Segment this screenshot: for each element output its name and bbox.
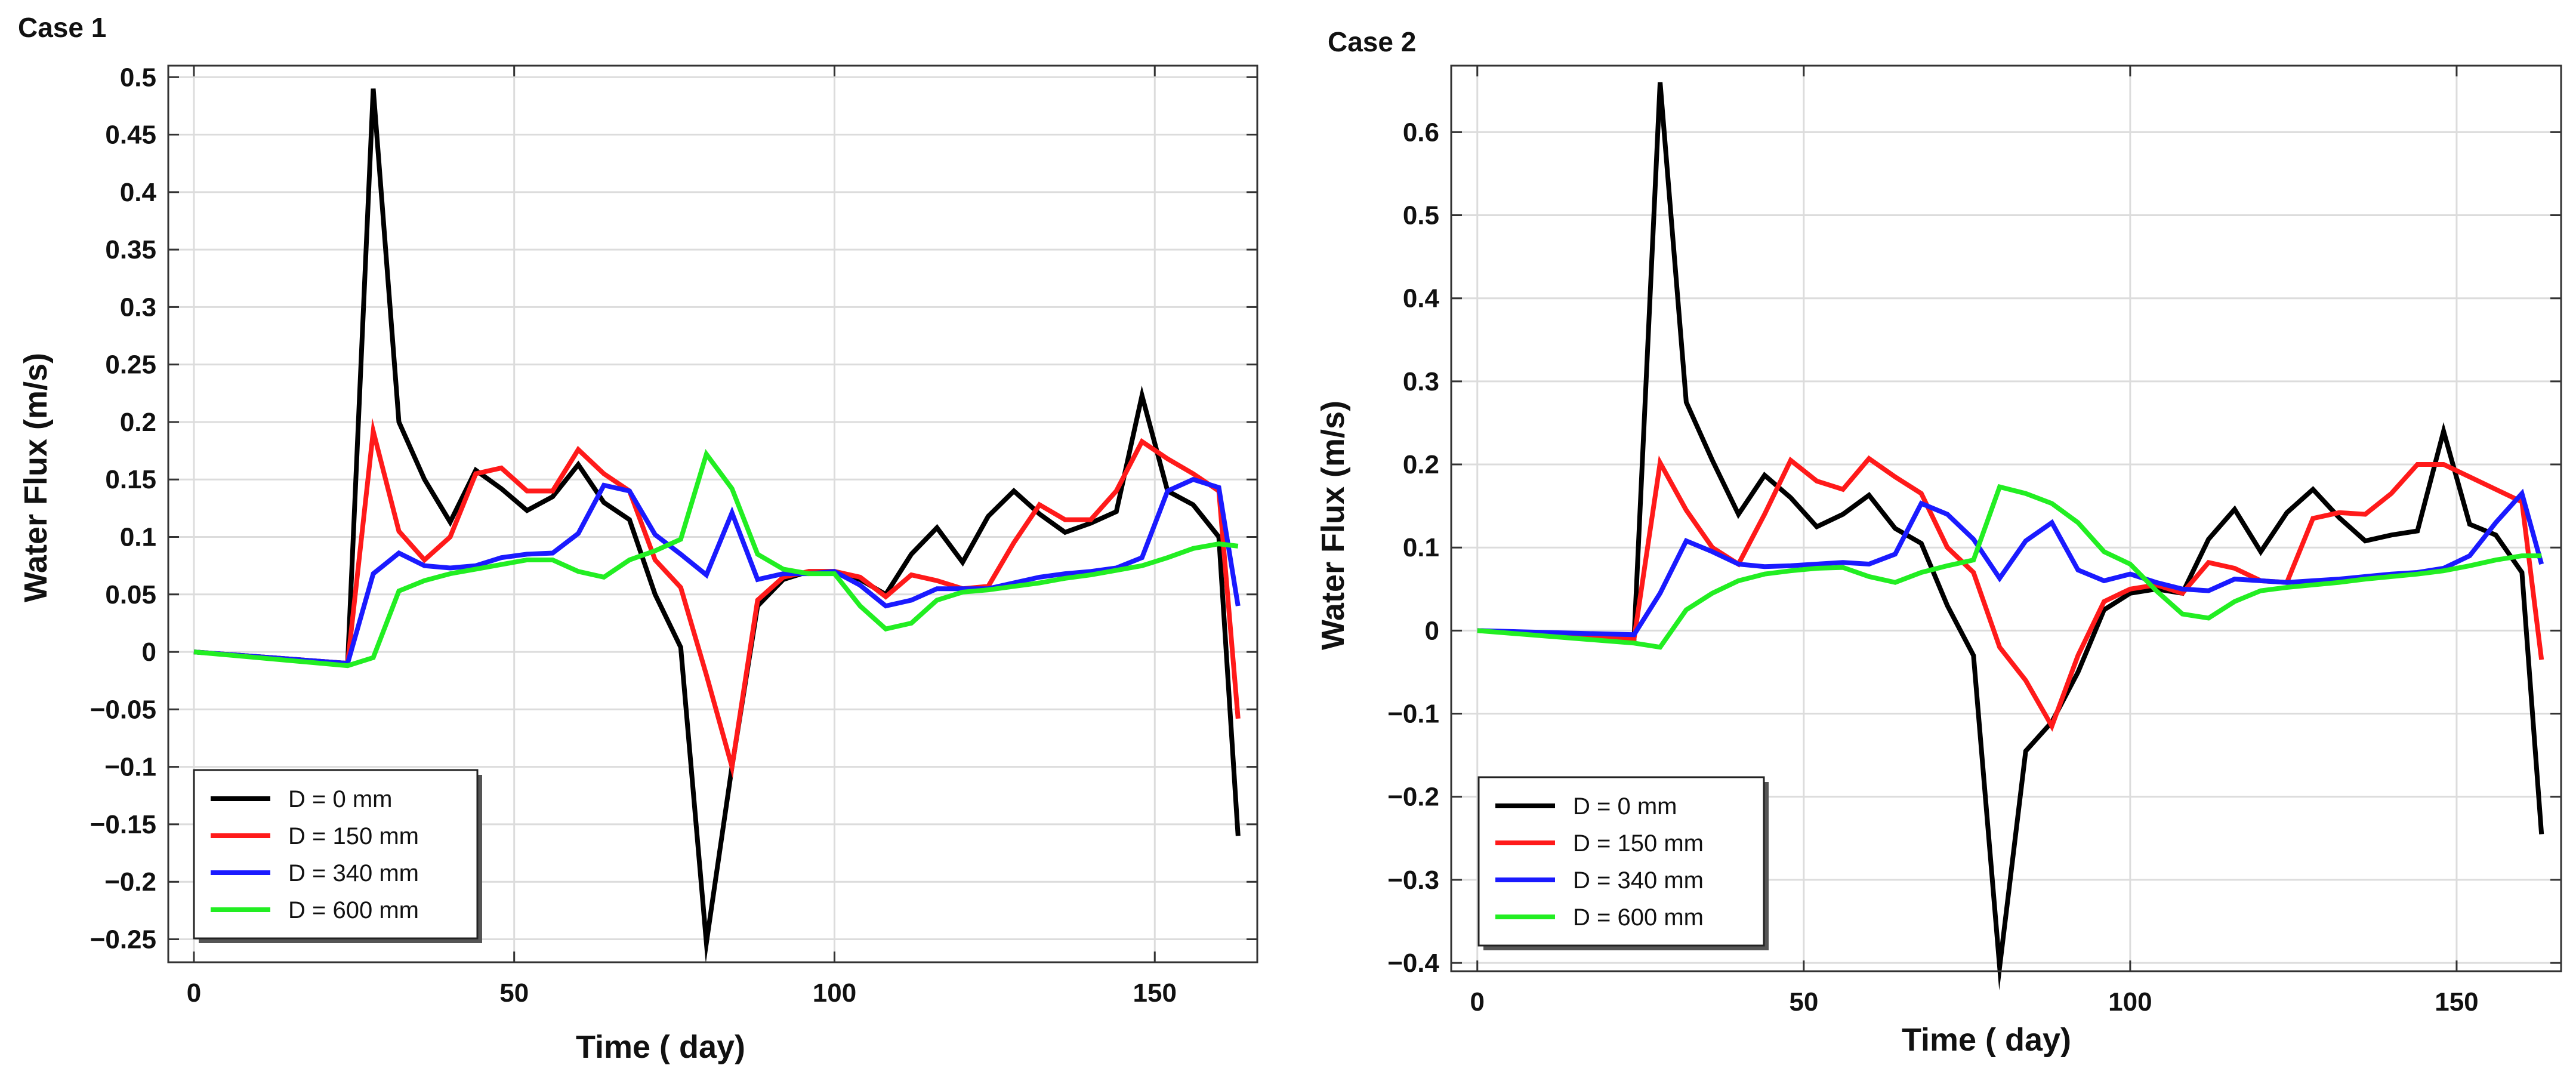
y-tick-label: 0.3 — [1403, 367, 1439, 396]
y-tick-label: −0.05 — [90, 695, 156, 724]
y-tick-label: 0.4 — [1403, 284, 1440, 313]
y-tick-label: 0.1 — [1403, 533, 1439, 562]
x-tick-label: 100 — [813, 978, 856, 1008]
y-tick-label: −0.4 — [1387, 949, 1439, 978]
legend-label: D = 0 mm — [1573, 793, 1677, 820]
y-tick-label: −0.2 — [1387, 783, 1439, 812]
x-axis-label: Time ( day) — [576, 1029, 745, 1065]
chart-title: Case 1 — [18, 12, 106, 43]
y-tick-label: 0.4 — [120, 178, 157, 207]
y-tick-label: −0.1 — [1387, 700, 1439, 729]
x-tick-label: 0 — [1470, 987, 1485, 1017]
plot-frame — [1450, 64, 2562, 972]
x-tick-label: 100 — [2108, 987, 2152, 1017]
legend-label: D = 150 mm — [288, 823, 419, 849]
y-tick-label: 0.35 — [105, 235, 156, 264]
legend-label: D = 340 mm — [288, 860, 419, 886]
x-tick-label: 50 — [1789, 987, 1818, 1017]
series-line-4 — [193, 449, 1239, 669]
y-axis-label: Water Flux (m/s) — [1315, 401, 1351, 650]
series-line-4 — [1477, 484, 2542, 650]
x-tick-label: 50 — [499, 978, 529, 1008]
series-line-2 — [193, 418, 1241, 778]
x-tick-label: 0 — [187, 978, 201, 1008]
x-axis-label: Time ( day) — [1902, 1022, 2071, 1058]
chart-title: Case 2 — [1328, 26, 1416, 57]
series-line-3 — [193, 476, 1241, 666]
y-tick-label: 0.45 — [105, 121, 156, 150]
y-tick-label: −0.3 — [1387, 866, 1439, 895]
legend-label: D = 600 mm — [288, 897, 419, 923]
series-line-3 — [1477, 488, 2544, 638]
y-axis-label: Water Flux (m/s) — [18, 353, 54, 602]
y-tick-label: −0.1 — [104, 753, 156, 782]
y-tick-label: −0.25 — [90, 925, 156, 954]
y-tick-label: 0 — [1425, 616, 1439, 645]
series-line-2 — [1477, 455, 2544, 732]
y-tick-label: 0.5 — [1403, 201, 1439, 230]
plot-frame — [167, 64, 1258, 963]
y-tick-label: 0.3 — [120, 292, 156, 322]
series-line-1 — [1477, 82, 2544, 991]
y-tick-label: 0 — [142, 638, 156, 667]
y-tick-label: 0.5 — [120, 63, 156, 92]
y-tick-label: 0.1 — [120, 523, 156, 552]
y-tick-label: 0.2 — [120, 408, 156, 437]
y-tick-label: −0.2 — [104, 867, 156, 897]
chart-case-2: Case 2 Water Flux (m/s) Time ( day) 0 50 1… — [1315, 26, 2562, 1058]
x-tick-label: 150 — [1133, 978, 1177, 1008]
y-tick-label: −0.15 — [90, 810, 156, 839]
y-tick-label: 0.05 — [105, 580, 156, 609]
legend-label: D = 0 mm — [288, 786, 392, 812]
legend-label: D = 600 mm — [1573, 904, 1704, 931]
legend-label: D = 340 mm — [1573, 867, 1704, 894]
legend-label: D = 150 mm — [1573, 830, 1704, 857]
y-tick-label: 0.25 — [105, 350, 156, 380]
x-tick-label: 150 — [2435, 987, 2478, 1017]
y-tick-label: 0.6 — [1403, 118, 1439, 147]
y-tick-label: 0.2 — [1403, 450, 1439, 479]
y-tick-label: 0.15 — [105, 465, 156, 494]
chart-case-1: Case 1 Water Flux (m/s) Time ( day) 0 50 1… — [18, 12, 1258, 1065]
